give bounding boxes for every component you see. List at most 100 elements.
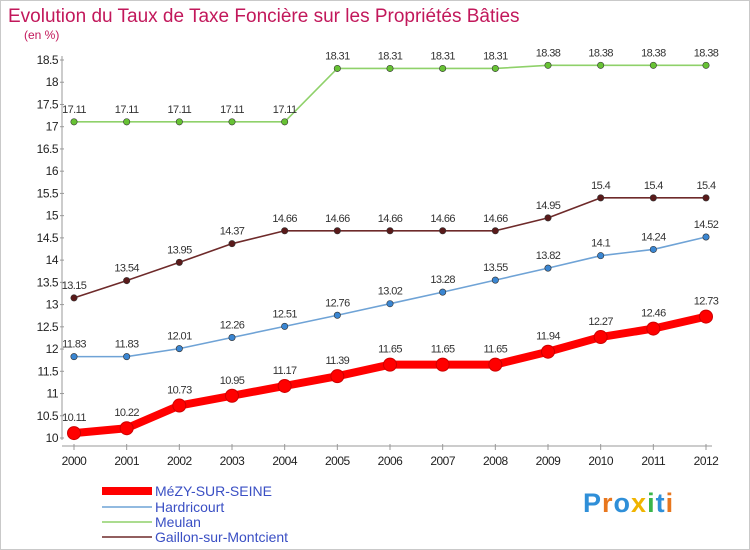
x-tick-label: 2004 (272, 454, 298, 468)
data-label-0: 10.11 (62, 412, 86, 424)
data-label-0: 12.46 (641, 308, 666, 320)
series-point-0 (646, 321, 661, 336)
y-tick-label: 15 (46, 209, 59, 223)
series-point-0 (277, 378, 292, 393)
y-tick-label: 18 (46, 75, 59, 89)
y-tick-label: 12.5 (37, 320, 59, 334)
data-label-3: 14.66 (483, 213, 508, 225)
x-tick-label: 2009 (536, 454, 562, 468)
data-label-1: 13.55 (483, 262, 508, 274)
series-point-3 (439, 227, 447, 235)
y-tick-label: 17.5 (37, 97, 59, 111)
data-label-1: 13.82 (536, 250, 561, 262)
data-label-0: 10.22 (114, 407, 139, 419)
data-label-0: 12.27 (588, 316, 613, 328)
y-tick-label: 11.5 (38, 364, 59, 378)
data-label-3: 14.95 (536, 200, 561, 212)
data-label-1: 11.83 (62, 339, 86, 351)
data-label-1: 12.51 (272, 308, 297, 320)
series-point-3 (70, 294, 78, 302)
y-tick-label: 17 (46, 120, 59, 134)
data-label-3: 14.66 (378, 213, 403, 225)
series-point-0 (119, 421, 134, 436)
data-label-2: 18.38 (641, 47, 666, 59)
data-label-0: 12.73 (694, 296, 719, 308)
data-labels: 17.11 17.11 17.11 17.11 17.11 18.31 18.31 18.31… (62, 47, 720, 424)
series-point-1 (649, 245, 657, 253)
data-label-1: 14.52 (694, 219, 719, 231)
logo-letter: r (602, 488, 614, 518)
series-point-1 (228, 333, 236, 341)
series-point-3 (386, 227, 394, 235)
series-point-0 (225, 388, 239, 403)
logo-letter: x (631, 488, 648, 518)
legend: MéZY-SUR-SEINEHardricourtMeulanGaillon-s… (102, 483, 288, 545)
data-label-1: 14.1 (591, 238, 610, 250)
series-layer (67, 61, 713, 441)
data-label-3: 14.66 (272, 213, 297, 225)
y-tick-label: 14 (46, 253, 59, 267)
y-tick-label: 16.5 (37, 142, 59, 156)
data-label-3: 15.4 (591, 180, 610, 192)
legend-label-1: Hardricourt (155, 499, 224, 515)
series-point-3 (597, 194, 605, 202)
data-label-1: 12.01 (167, 331, 192, 343)
series-point-0 (67, 426, 81, 441)
data-label-2: 18.31 (325, 50, 350, 62)
series-point-0 (541, 344, 555, 359)
data-label-0: 10.95 (220, 375, 245, 387)
series-point-2 (228, 118, 236, 126)
data-label-3: 13.15 (62, 280, 87, 292)
data-label-1: 14.24 (641, 231, 666, 243)
data-label-3: 13.54 (114, 263, 139, 275)
data-label-1: 11.83 (115, 339, 139, 351)
y-tick-label: 13 (46, 298, 59, 312)
legend-label-2: Meulan (155, 514, 201, 530)
series-point-1 (439, 288, 447, 296)
x-tick-label: 2002 (167, 454, 193, 468)
data-label-0: 11.65 (483, 344, 507, 356)
series-point-2 (702, 61, 710, 69)
series-point-3 (281, 227, 289, 235)
series-point-0 (593, 330, 608, 345)
data-label-2: 17.11 (220, 104, 244, 116)
y-tick-label: 13.5 (37, 275, 59, 289)
x-tick-label: 2012 (694, 454, 720, 468)
y-tick-label: 14.5 (37, 231, 59, 245)
series-point-3 (702, 194, 710, 202)
y-tick-label: 10.5 (37, 409, 59, 423)
data-label-2: 17.11 (115, 104, 139, 116)
series-point-3 (175, 258, 183, 266)
data-label-1: 13.02 (378, 286, 403, 298)
data-label-1: 12.76 (325, 297, 350, 309)
x-tick-label: 2007 (430, 454, 456, 468)
data-label-2: 18.38 (536, 47, 561, 59)
data-label-0: 11.39 (325, 355, 349, 367)
series-point-3 (333, 227, 341, 235)
data-label-2: 18.38 (694, 47, 719, 59)
data-label-0: 11.65 (431, 344, 455, 356)
y-tick-label: 16 (46, 164, 59, 178)
series-point-3 (649, 194, 657, 202)
data-label-2: 18.31 (483, 50, 508, 62)
series-point-2 (439, 64, 447, 72)
x-tick-label: 2001 (114, 454, 140, 468)
series-point-3 (491, 227, 499, 235)
x-tick-label: 2000 (62, 454, 88, 468)
series-point-1 (702, 233, 710, 241)
series-point-0 (435, 357, 450, 372)
y-tick-label: 15.5 (37, 186, 59, 200)
data-label-3: 14.37 (220, 226, 245, 238)
x-tick-label: 2003 (220, 454, 246, 468)
unit-label: (en %) (24, 28, 59, 42)
data-label-2: 18.31 (378, 50, 403, 62)
logo-letter: i (647, 488, 656, 518)
data-label-0: 11.17 (273, 365, 297, 377)
data-label-2: 17.11 (273, 104, 297, 116)
series-point-2 (281, 118, 289, 126)
series-point-2 (649, 61, 657, 69)
data-label-1: 13.28 (430, 274, 455, 286)
series-point-1 (333, 311, 341, 319)
y-tick-label: 12 (46, 342, 59, 356)
series-point-2 (70, 118, 78, 126)
